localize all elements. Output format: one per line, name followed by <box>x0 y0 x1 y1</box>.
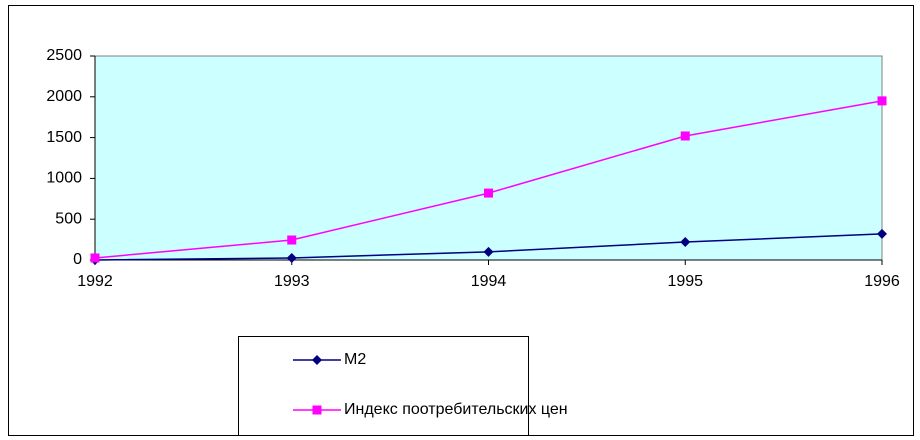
point <box>680 237 691 248</box>
legend <box>238 336 529 436</box>
point <box>286 252 297 263</box>
point <box>680 131 690 141</box>
legend-marker <box>312 355 322 365</box>
legend-marker <box>312 405 322 415</box>
y-tick-label: 1500 <box>46 129 82 146</box>
x-tick-label: 1992 <box>77 273 113 290</box>
x-tick-label: 1995 <box>667 273 703 290</box>
point <box>877 96 887 106</box>
y-tick-label: 2000 <box>46 88 82 105</box>
legend-label: M2 <box>344 351 366 368</box>
y-tick-label: 1000 <box>46 170 82 187</box>
legend-label: Индекс поотребительских цен <box>344 401 568 418</box>
y-tick-label: 2500 <box>46 47 82 64</box>
point <box>877 228 887 239</box>
point <box>287 235 297 245</box>
point <box>484 188 493 198</box>
x-tick-label: 1993 <box>274 273 310 290</box>
y-tick-label: 0 <box>73 251 82 268</box>
x-tick-label: 1996 <box>864 273 900 290</box>
y-tick-label: 500 <box>55 210 82 227</box>
point <box>90 253 100 263</box>
plot-area <box>94 55 883 261</box>
point <box>483 246 494 257</box>
x-tick-label: 1994 <box>471 273 507 290</box>
